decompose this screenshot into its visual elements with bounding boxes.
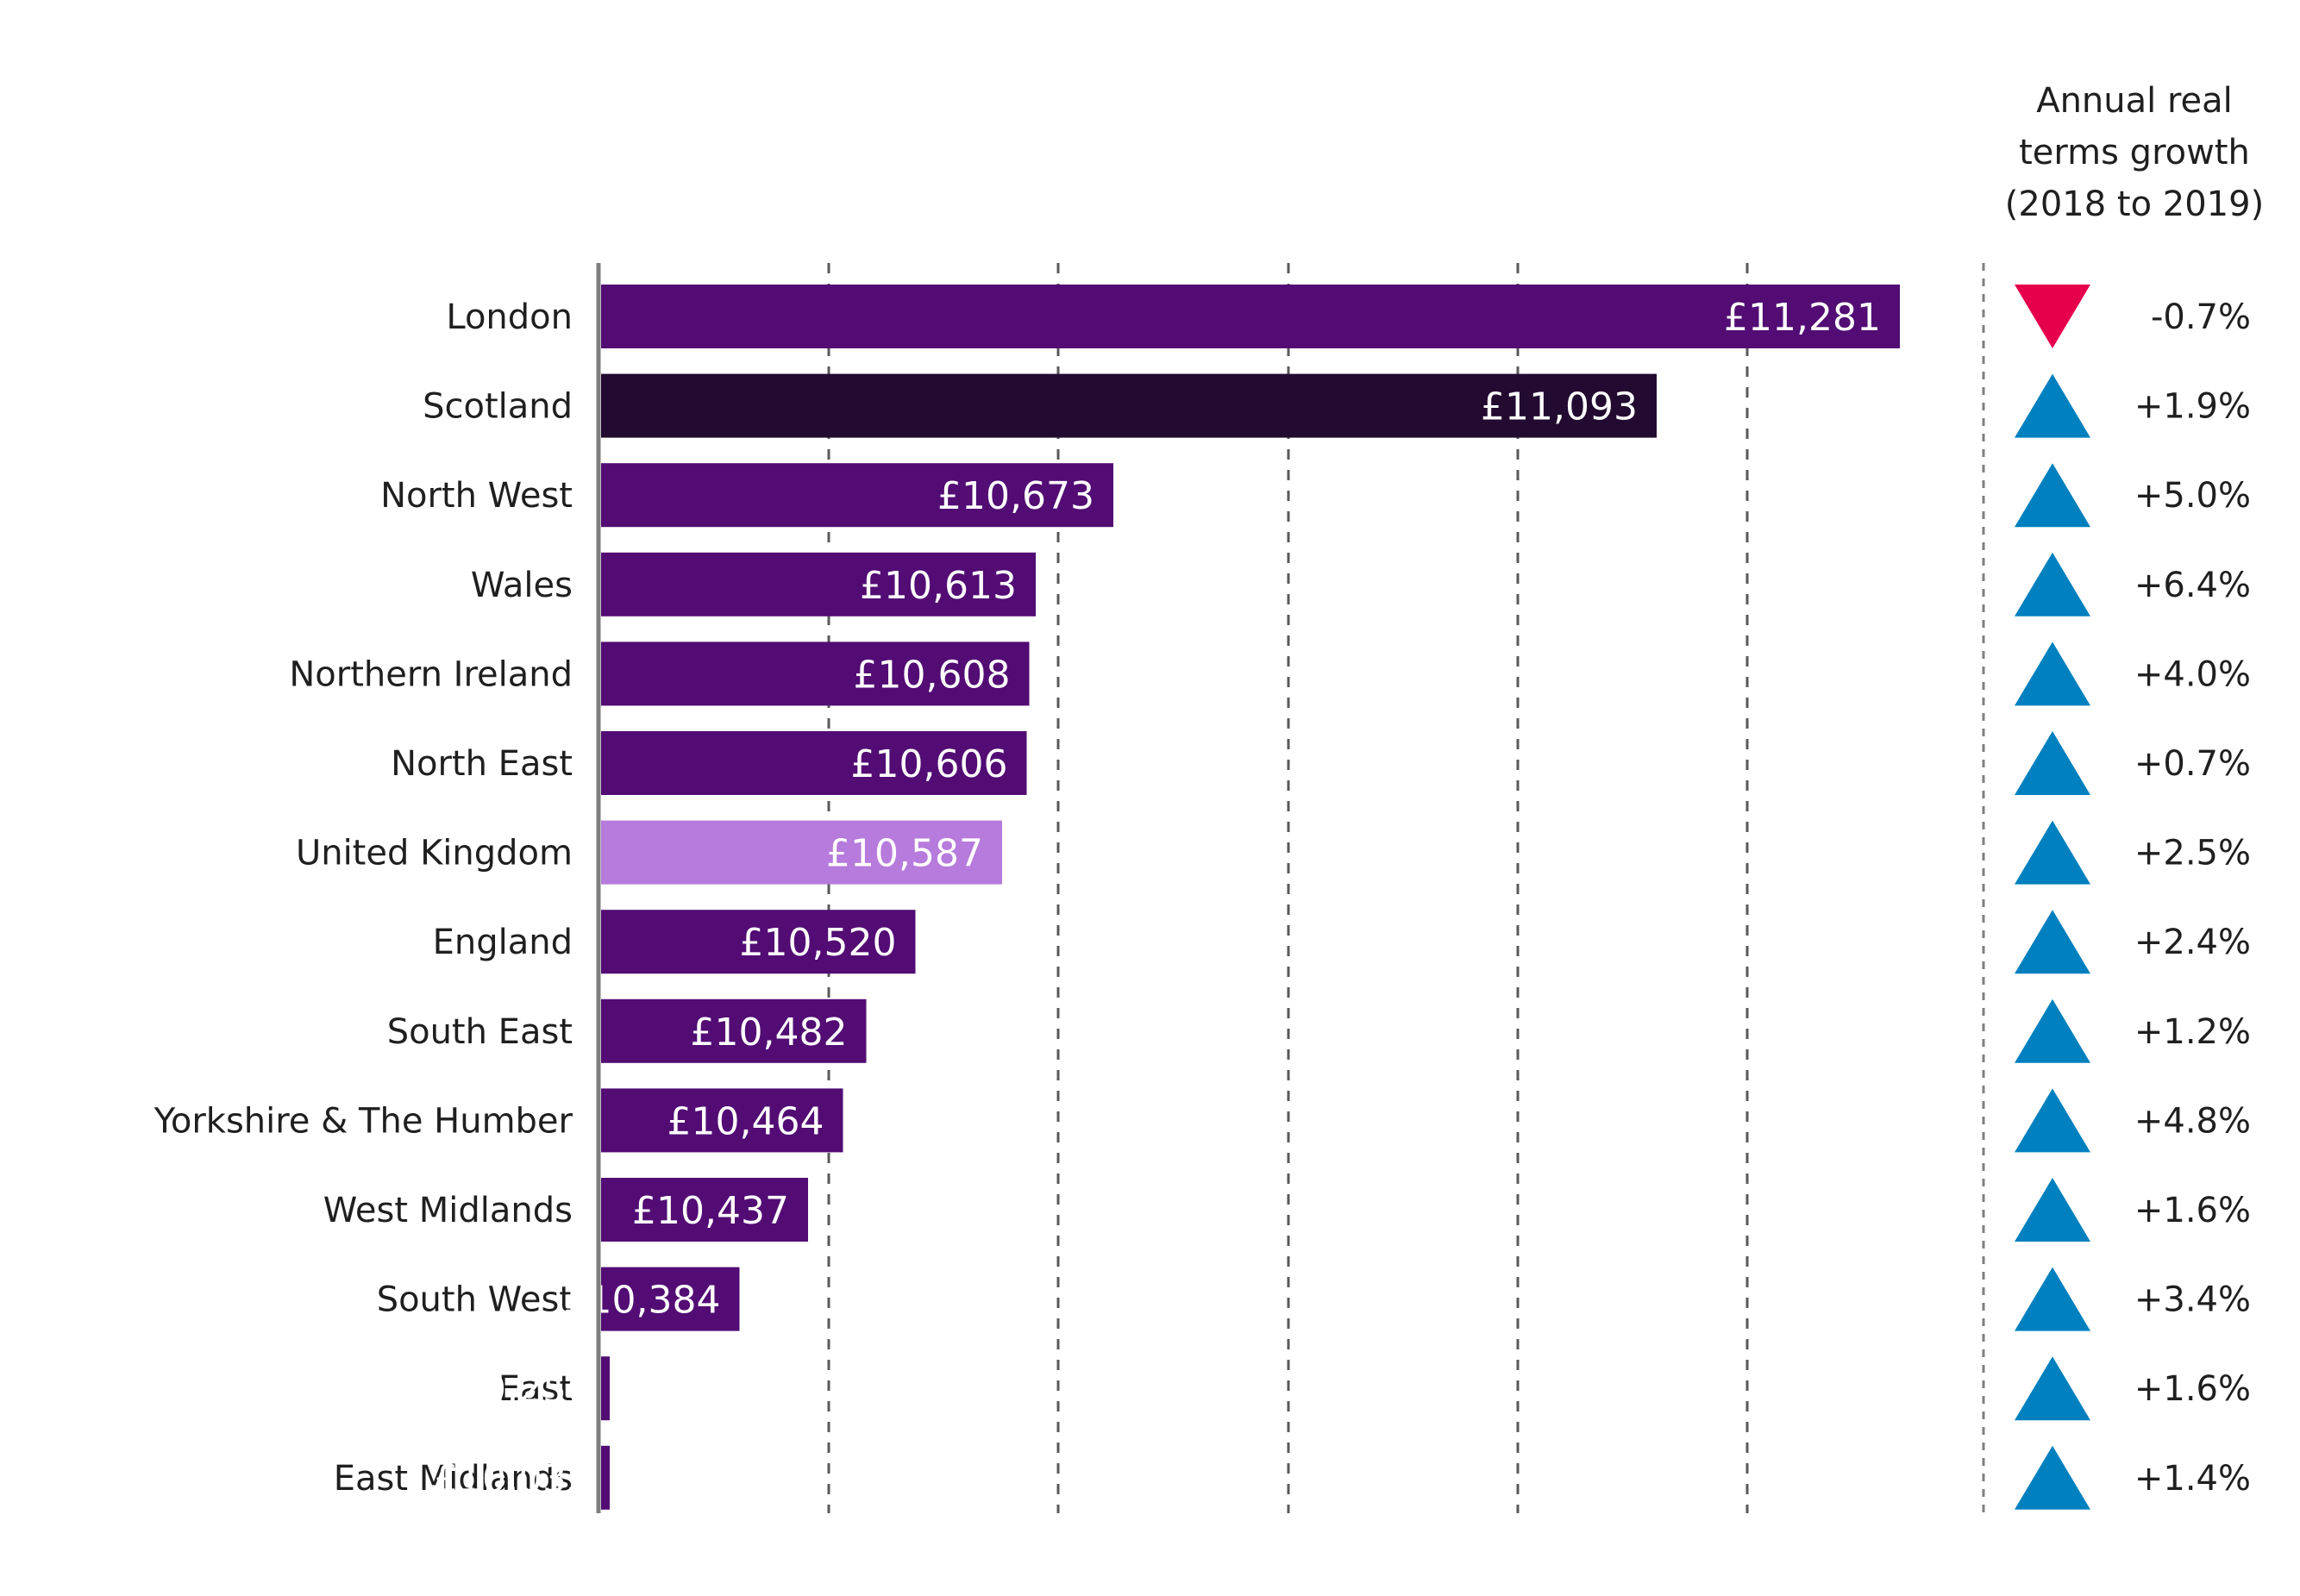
triangle-up-icon bbox=[2015, 552, 2090, 616]
bar-1 bbox=[601, 373, 1657, 438]
category-label-0: London bbox=[446, 297, 573, 337]
growth-column: Annual real terms growth (2018 to 2019) … bbox=[2005, 81, 2264, 1510]
category-label-7: England bbox=[433, 923, 573, 962]
growth-title-line-3: (2018 to 2019) bbox=[2005, 185, 2264, 224]
category-label-9: Yorkshire & The Humber bbox=[154, 1101, 573, 1141]
growth-label-6: +2.5% bbox=[2134, 834, 2251, 873]
category-label-13: East Midlands bbox=[334, 1459, 573, 1499]
bar-13 bbox=[601, 1445, 610, 1510]
triangle-up-icon bbox=[2015, 1178, 2090, 1242]
growth-label-2: +5.0% bbox=[2134, 476, 2251, 516]
value-labels: £11,281 £11,093 £10,673 £10,613 £10,608 £10,6… bbox=[434, 296, 1881, 1501]
growth-title-line-2: terms growth bbox=[2019, 133, 2250, 172]
category-labels: London Scotland North West Wales Northern Ir… bbox=[154, 297, 573, 1499]
triangle-up-icon bbox=[2015, 1356, 2090, 1421]
bar-2 bbox=[601, 463, 1113, 528]
bar-3 bbox=[601, 552, 1036, 616]
value-label-12: £10,256 bbox=[434, 1368, 591, 1411]
category-label-10: West Midlands bbox=[323, 1191, 573, 1230]
triangle-up-icon bbox=[2015, 1088, 2090, 1153]
bar-7 bbox=[601, 910, 916, 974]
triangle-up-icon bbox=[2015, 1445, 2090, 1510]
value-label-6: £10,587 bbox=[826, 832, 983, 876]
triangle-up-icon bbox=[2015, 373, 2090, 438]
growth-title-line-1: Annual real bbox=[2036, 81, 2233, 121]
value-label-7: £10,520 bbox=[740, 921, 897, 965]
category-label-6: United Kingdom bbox=[296, 834, 573, 873]
bar-5 bbox=[601, 731, 1027, 795]
value-label-11: £10,384 bbox=[564, 1279, 721, 1323]
growth-label-10: +1.6% bbox=[2134, 1191, 2251, 1230]
growth-label-12: +1.6% bbox=[2134, 1369, 2251, 1409]
growth-label-8: +1.2% bbox=[2134, 1012, 2251, 1052]
category-label-5: North East bbox=[391, 744, 573, 784]
value-label-10: £10,437 bbox=[632, 1189, 789, 1233]
bar-6 bbox=[601, 820, 1002, 885]
bar-4 bbox=[601, 642, 1030, 706]
growth-label-13: +1.4% bbox=[2134, 1459, 2251, 1499]
bar-11 bbox=[601, 1267, 740, 1331]
category-label-2: North West bbox=[380, 476, 573, 516]
gridlines bbox=[827, 263, 1749, 1513]
growth-label-4: +4.0% bbox=[2134, 654, 2251, 694]
triangle-up-icon bbox=[2015, 1267, 2090, 1331]
category-label-1: Scotland bbox=[423, 387, 573, 427]
value-label-3: £10,613 bbox=[860, 564, 1017, 608]
growth-label-9: +4.8% bbox=[2134, 1101, 2251, 1141]
triangle-up-icon bbox=[2015, 910, 2090, 974]
triangle-up-icon bbox=[2015, 820, 2090, 885]
bar-12 bbox=[601, 1356, 610, 1421]
value-label-1: £11,093 bbox=[1481, 385, 1638, 429]
triangle-up-icon bbox=[2015, 642, 2090, 706]
bar-10 bbox=[601, 1178, 808, 1242]
category-label-8: South East bbox=[387, 1012, 573, 1052]
value-label-0: £11,281 bbox=[1724, 296, 1881, 340]
value-label-9: £10,464 bbox=[667, 1099, 824, 1143]
bar-9 bbox=[601, 1088, 843, 1153]
category-label-12: East bbox=[498, 1369, 573, 1409]
growth-label-7: +2.4% bbox=[2134, 923, 2251, 962]
triangle-down-icon bbox=[2015, 285, 2090, 348]
growth-label-5: +0.7% bbox=[2134, 744, 2251, 784]
bar-0 bbox=[601, 285, 1900, 348]
bar-8 bbox=[601, 998, 867, 1063]
value-label-4: £10,608 bbox=[854, 653, 1011, 697]
growth-label-11: +3.4% bbox=[2134, 1280, 2251, 1320]
value-label-8: £10,482 bbox=[691, 1011, 848, 1055]
category-label-3: Wales bbox=[471, 566, 573, 605]
growth-label-0: -0.7% bbox=[2151, 297, 2251, 337]
value-label-13: £10,033 bbox=[434, 1457, 591, 1501]
triangle-up-icon bbox=[2015, 463, 2090, 528]
value-label-5: £10,606 bbox=[851, 742, 1008, 786]
triangle-up-icon bbox=[2015, 731, 2090, 795]
growth-label-3: +6.4% bbox=[2134, 566, 2251, 605]
value-label-2: £10,673 bbox=[937, 474, 1094, 518]
growth-label-1: +1.9% bbox=[2134, 387, 2251, 427]
bars bbox=[601, 285, 1900, 1510]
category-label-11: South West bbox=[377, 1280, 573, 1320]
category-label-4: Northern Ireland bbox=[289, 654, 573, 694]
triangle-up-icon bbox=[2015, 998, 2090, 1063]
